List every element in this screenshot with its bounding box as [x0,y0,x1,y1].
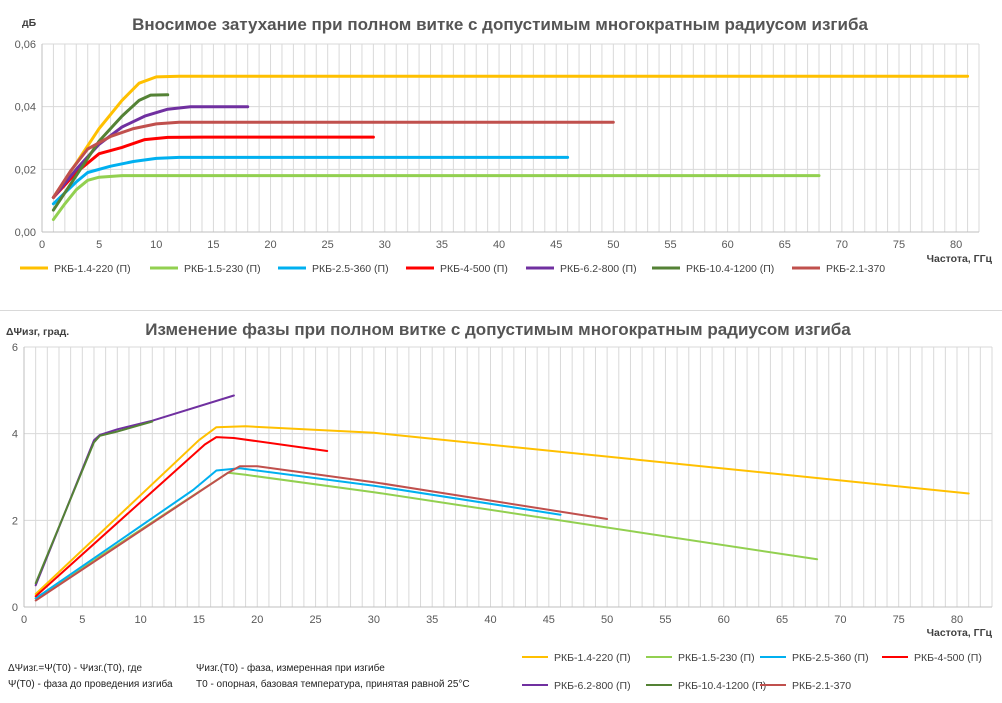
x-tick-label: 80 [951,614,963,626]
x-tick-label: 65 [776,614,788,626]
x-tick-label: 0 [21,614,27,626]
x-tick-label: 60 [718,614,730,626]
x-tick-label: 60 [721,239,733,251]
x-tick-label: 80 [950,239,962,251]
legend-label: РКБ-10.4-1200 (П) [686,263,774,275]
chart-title: Вносимое затухание при полном витке с до… [132,15,868,34]
y-axis-label: ΔΨизг, град. [6,326,69,338]
series-line [34,425,970,595]
chart-title: Изменение фазы при полном витке с допуст… [145,320,851,339]
series-line [51,155,570,206]
y-tick-label: 4 [12,429,18,441]
x-tick-label: 75 [893,614,905,626]
y-tick-label: 0 [12,602,18,614]
x-tick-label: 55 [659,614,671,626]
x-axis-label: Частота, ГГц [927,253,993,265]
x-tick-label: 55 [664,239,676,251]
x-axis-label: Частота, ГГц [927,627,993,639]
legend-label: РКБ-6.2-800 (П) [554,680,631,692]
series-line [34,467,562,600]
series-line [34,465,609,602]
formula-note-2: Ψ(T0) - фаза до проведения изгиба [8,678,173,690]
x-tick-label: 35 [426,614,438,626]
y-axis-label: дБ [22,17,37,29]
x-tick-label: 10 [150,239,162,251]
x-tick-label: 15 [207,239,219,251]
x-tick-label: 70 [836,239,848,251]
x-tick-label: 45 [550,239,562,251]
series-line [34,420,154,585]
x-tick-label: 20 [251,614,263,626]
x-tick-label: 35 [436,239,448,251]
legend-label: РКБ-2.5-360 (П) [792,652,869,664]
series-line [51,105,250,199]
formula-note-1: ΔΨизг.=Ψ(T0) - Ψизг.(T0), где [8,663,142,674]
x-tick-label: 75 [893,239,905,251]
legend-label: РКБ-1.5-230 (П) [678,652,755,664]
legend-label: РКБ-4-500 (П) [914,652,982,664]
phase-chart-panel: Изменение фазы при полном витке с допуст… [0,310,1002,703]
x-tick-label: 40 [484,614,496,626]
phase-chart: Изменение фазы при полном витке с допуст… [6,320,993,692]
legend-label: РКБ-10.4-1200 (П) [678,680,766,692]
legend-label: РКБ-2.1-370 [792,680,851,692]
y-tick-label: 0,00 [15,227,36,239]
series-line [51,93,170,212]
legend-label: РКБ-1.4-220 (П) [554,652,631,664]
legend-label: РКБ-2.1-370 [826,263,885,275]
x-tick-label: 40 [493,239,505,251]
legend-label: РКБ-6.2-800 (П) [560,263,637,275]
legend-label: РКБ-2.5-360 (П) [312,263,389,275]
x-tick-label: 25 [322,239,334,251]
attenuation-chart: Вносимое затухание при полном витке с до… [15,15,993,275]
x-tick-label: 70 [834,614,846,626]
x-tick-label: 5 [79,614,85,626]
y-tick-label: 0,06 [15,39,36,51]
y-tick-label: 2 [12,515,18,527]
series-line [34,394,235,587]
y-tick-label: 0,02 [15,164,36,176]
legend-label: РКБ-1.5-230 (П) [184,263,261,275]
x-tick-label: 0 [39,239,45,251]
x-tick-label: 10 [135,614,147,626]
legend-label: РКБ-1.4-220 (П) [54,263,131,275]
x-tick-label: 65 [779,239,791,251]
x-tick-label: 50 [601,614,613,626]
y-tick-label: 0,04 [15,102,36,114]
legend-label: РКБ-4-500 (П) [440,263,508,275]
x-tick-label: 20 [264,239,276,251]
definition-note-1: Ψизг.(T0) - фаза, измеренная при изгибе [196,662,385,674]
x-tick-label: 45 [543,614,555,626]
x-tick-label: 30 [379,239,391,251]
x-tick-label: 50 [607,239,619,251]
x-tick-label: 15 [193,614,205,626]
series-line [51,120,615,199]
x-tick-label: 25 [309,614,321,626]
series-line [34,436,329,598]
x-tick-label: 30 [368,614,380,626]
x-tick-label: 5 [96,239,102,251]
series-line [51,174,821,221]
y-tick-label: 6 [12,342,18,354]
definition-note-2: T0 - опорная, базовая температура, приня… [196,678,470,690]
attenuation-chart-panel: Вносимое затухание при полном витке с до… [0,0,1002,282]
